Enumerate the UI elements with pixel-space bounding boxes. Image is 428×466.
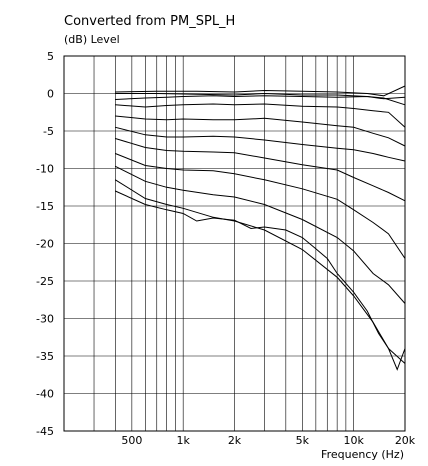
y-tick-label: -30 (36, 313, 54, 326)
series-line-5 (115, 115, 406, 147)
grid (63, 55, 406, 432)
y-tick-label: -10 (36, 163, 54, 176)
plot-frame (63, 55, 406, 432)
x-tick-label: 1k (176, 434, 190, 447)
y-tick-label: -45 (36, 425, 54, 438)
y-tick-label: -25 (36, 275, 54, 288)
x-tick-label: 2k (228, 434, 242, 447)
x-axis-label: Frequency (Hz) (321, 448, 404, 461)
chart-title: Converted from PM_SPL_H (64, 14, 235, 29)
y-tick-label: -20 (36, 238, 54, 251)
x-tick-label: 20k (395, 434, 416, 447)
x-tick-labels: 500 1k 2k 5k 10k 20k (121, 434, 415, 447)
series-line-7 (115, 138, 406, 202)
y-tick-label: 0 (47, 88, 54, 101)
y-tick-label: -35 (36, 350, 54, 363)
y-tick-label: -5 (43, 125, 54, 138)
x-tick-label: 10k (343, 434, 364, 447)
series-line-1 (115, 85, 406, 97)
y-tick-label: -15 (36, 200, 54, 213)
series-line-11 (115, 190, 406, 371)
x-tick-label: 500 (121, 434, 142, 447)
series-group (115, 85, 406, 371)
y-tick-label: 5 (47, 50, 54, 63)
y-tick-label: -40 (36, 388, 54, 401)
x-tick-label: 5k (296, 434, 310, 447)
series-line-8 (115, 153, 406, 259)
series-line-6 (115, 126, 406, 162)
series-line-4 (115, 103, 406, 128)
y-axis-label: (dB) Level (64, 33, 120, 46)
series-line-3 (115, 95, 406, 106)
series-line-9 (115, 165, 406, 304)
y-tick-labels: 5 0 -5 -10 -15 -20 -25 -30 -35 -40 -45 (36, 50, 54, 438)
